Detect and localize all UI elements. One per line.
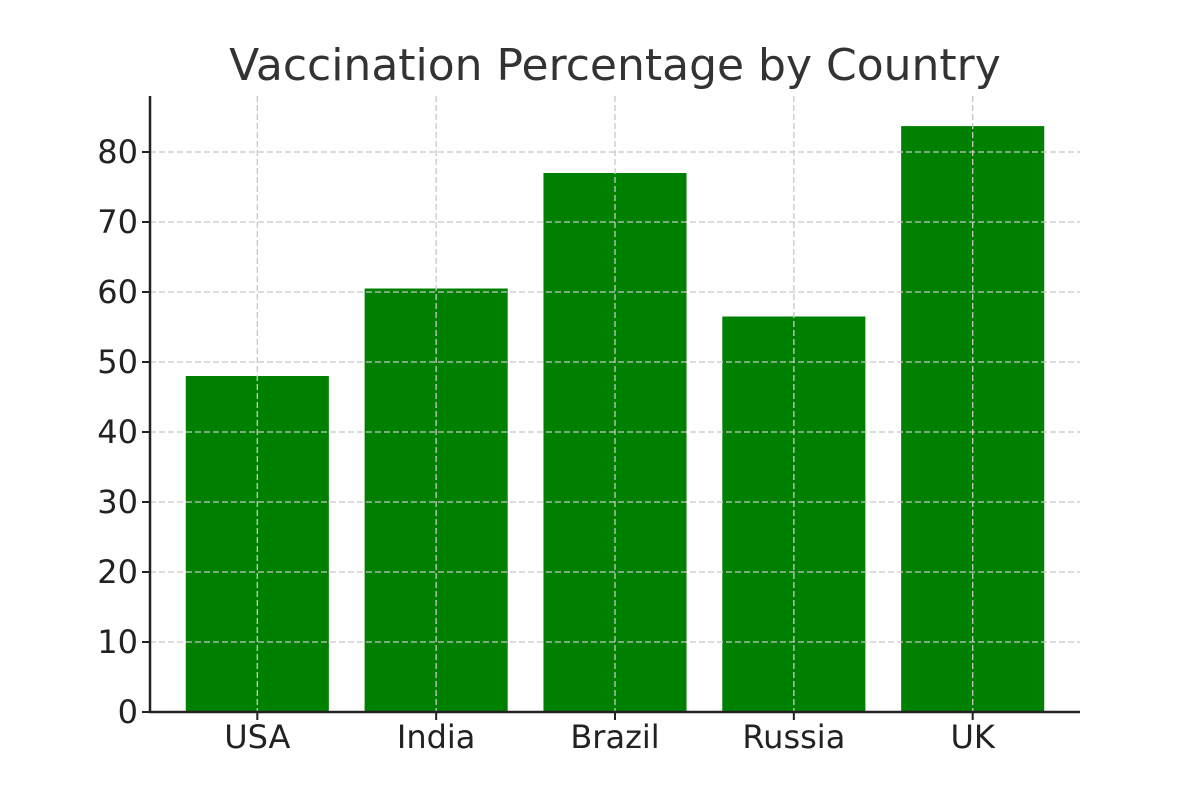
x-tick-label: India [397,718,476,756]
y-tick-label: 0 [118,693,138,731]
bar-usa [185,376,329,712]
y-tick-label: 40 [97,413,138,451]
y-tick-label: 10 [97,623,138,661]
x-axis-ticks: USA India Brazil Russia UK [224,712,996,756]
x-tick-label: UK [950,718,995,756]
x-tick-label: Brazil [570,718,659,756]
y-tick-label: 30 [97,483,138,521]
y-tick-label: 50 [97,343,138,381]
y-tick-label: 60 [97,273,138,311]
y-tick-label: 70 [97,203,138,241]
x-tick-label: USA [224,718,290,756]
x-tick-label: Russia [742,718,845,756]
y-axis-ticks: 0 10 20 30 40 50 60 70 80 [97,133,150,731]
y-tick-label: 80 [97,133,138,171]
y-tick-label: 20 [97,553,138,591]
gridlines-front [150,96,1080,712]
chart-title: Vaccination Percentage by Country [229,40,1001,91]
